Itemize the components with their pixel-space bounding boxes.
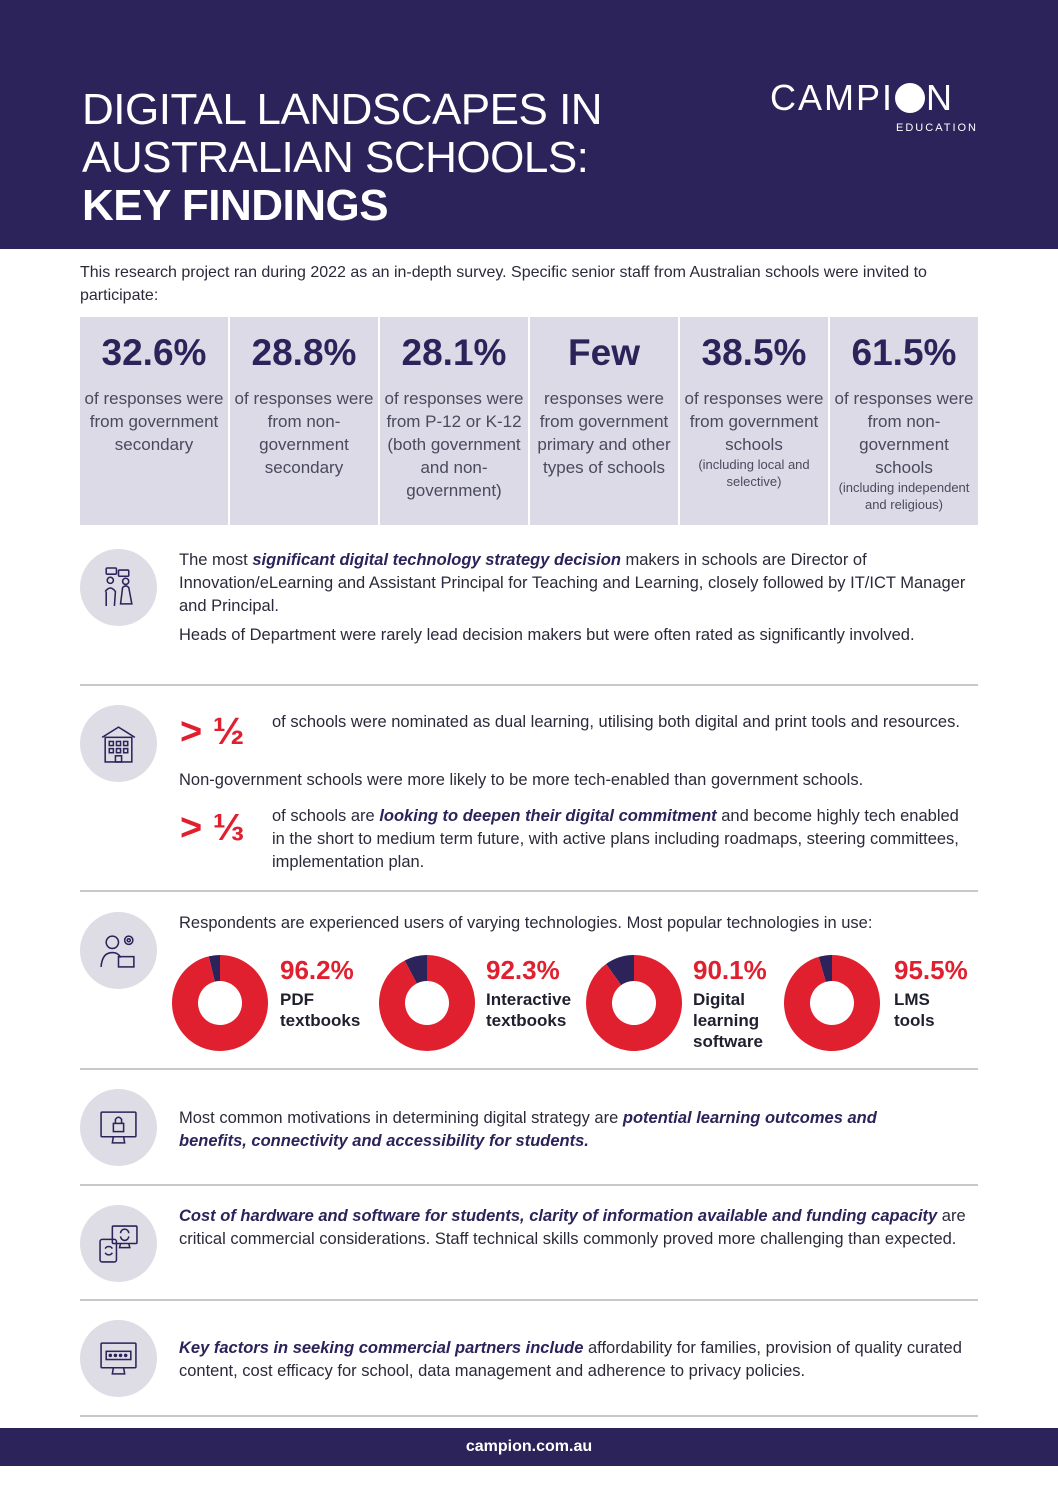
stat-value: 28.1% [401, 332, 507, 373]
section-divider [80, 684, 978, 686]
emphasis-text: Cost of hardware and software for studen… [179, 1207, 938, 1225]
donut-value: 95.5% [894, 955, 968, 985]
stats-row: 32.6% of responses were from government … [80, 317, 978, 525]
section-divider [80, 890, 978, 892]
section-divider [80, 1415, 978, 1417]
fraction-half: > ½ [180, 711, 245, 753]
section-divider [80, 1299, 978, 1301]
emphasis-text: looking to deepen their digital commitme… [379, 807, 717, 825]
donut-interactive-textbooks [379, 955, 475, 1051]
footer-url[interactable]: campion.com.au [465, 1438, 593, 1455]
technologies-intro: Respondents are experienced users of var… [179, 914, 873, 932]
title-line-1: DIGITAL LANDSCAPES IN [82, 85, 603, 134]
intro-text: This research project ran during 2022 as… [80, 264, 927, 304]
stat-description: of responses were from P-12 or K-12 (bot… [384, 389, 524, 500]
donut-remainder-slice [818, 955, 832, 982]
stat-card: 38.5% of responses were from government … [680, 317, 828, 525]
stat-card: 32.6% of responses were from government … [80, 317, 228, 525]
donut-value-slice [379, 955, 475, 1051]
decision-paragraph: The most significant digital technology … [179, 549, 969, 618]
page-title: DIGITAL LANDSCAPES IN AUSTRALIAN SCHOOLS… [82, 85, 603, 230]
digital-commitment-text: of schools are looking to deepen their d… [272, 805, 962, 874]
donut-remainder-slice [404, 955, 427, 984]
donut-remainder-slice [606, 955, 634, 986]
stat-card: 28.1% of responses were from P-12 or K-1… [380, 317, 528, 525]
title-line-3: KEY FINDINGS [82, 181, 389, 230]
donut-value-slice [784, 955, 880, 1051]
donut-value-slice [586, 955, 682, 1051]
stat-note: (including independent and religious) [838, 480, 970, 512]
donut-label: Interactive textbooks [486, 990, 572, 1030]
section-decision-makers: The most significant digital technology … [179, 549, 969, 647]
commercial-partners-text: Key factors in seeking commercial partne… [179, 1337, 969, 1383]
school-building-icon [80, 705, 157, 782]
stat-card: Few responses were from government prima… [530, 317, 678, 525]
campion-logo: CAMPI N EDUCATION [770, 77, 980, 135]
text-run: Most common motivations in determining d… [179, 1109, 623, 1127]
secure-monitor-icon [80, 1089, 157, 1166]
donut-value: 90.1% [693, 955, 767, 985]
text-run: and become highly tech enabled in the sh… [272, 807, 959, 871]
fraction-third: > ⅓ [180, 807, 245, 849]
text-run: makers in schools are Director of Innova… [179, 551, 966, 615]
logo-dot-icon [895, 83, 926, 113]
decision-makers-icon [80, 549, 157, 626]
donut-digital-learning-software [586, 955, 682, 1051]
emphasis-text: significant digital technology strategy … [252, 551, 621, 569]
text-run: of schools are [272, 807, 380, 825]
stat-note: (including local and selective) [698, 457, 810, 489]
stat-description: responses were from government primary a… [537, 389, 671, 477]
title-line-2: AUSTRALIAN SCHOOLS: [82, 133, 589, 182]
logo-subtitle: EDUCATION [896, 122, 978, 134]
text-run: affordability for families, provision of… [179, 1339, 962, 1380]
donut-label: Digital learning software [693, 990, 763, 1051]
donut-lms-tools [784, 955, 880, 1051]
stat-value: Few [568, 332, 640, 373]
tech-user-icon [80, 912, 157, 989]
donut-value: 96.2% [280, 955, 354, 985]
stat-value: 32.6% [101, 332, 207, 373]
stat-description: of responses were from government second… [84, 389, 224, 454]
text-run: are critical commercial considerations. … [179, 1207, 966, 1248]
sync-devices-icon [80, 1205, 157, 1282]
stat-value: 28.8% [251, 332, 357, 373]
emphasis-text: potential learning outcomes and benefits… [179, 1109, 877, 1150]
stat-description: of responses were from non-government se… [234, 389, 374, 477]
donut-remainder-slice [208, 955, 220, 982]
stat-card: 28.8% of responses were from non-governm… [230, 317, 378, 525]
donut-label: LMS tools [894, 990, 935, 1030]
donut-label: PDF textbooks [280, 990, 361, 1030]
heads-paragraph: Heads of Department were rarely lead dec… [179, 626, 915, 644]
stat-value: 61.5% [851, 332, 957, 373]
stat-description: of responses were from government school… [684, 389, 824, 454]
donut-pdf-textbooks [172, 955, 268, 1051]
emphasis-text: Key factors in seeking commercial partne… [179, 1339, 584, 1357]
footer-bar: campion.com.au [0, 1428, 1058, 1466]
tech-enabled-text: Non-government schools were more likely … [179, 771, 864, 789]
header-banner: DIGITAL LANDSCAPES IN AUSTRALIAN SCHOOLS… [0, 0, 1058, 249]
stat-card: 61.5% of responses were from non-governm… [830, 317, 978, 525]
commercial-considerations-text: Cost of hardware and software for studen… [179, 1205, 969, 1251]
password-monitor-icon [80, 1320, 157, 1397]
logo-text-right: N [926, 77, 955, 118]
dual-learning-text: of schools were nominated as dual learni… [272, 713, 960, 731]
section-divider [80, 1184, 978, 1186]
donut-value: 92.3% [486, 955, 560, 985]
stat-description: of responses were from non-government sc… [834, 389, 974, 477]
motivations-text: Most common motivations in determining d… [179, 1107, 919, 1153]
stat-value: 38.5% [701, 332, 807, 373]
logo-text-left: CAMPI [770, 77, 895, 118]
section-divider [80, 1068, 978, 1070]
text-run: The most [179, 551, 253, 569]
donut-value-slice [172, 955, 268, 1051]
